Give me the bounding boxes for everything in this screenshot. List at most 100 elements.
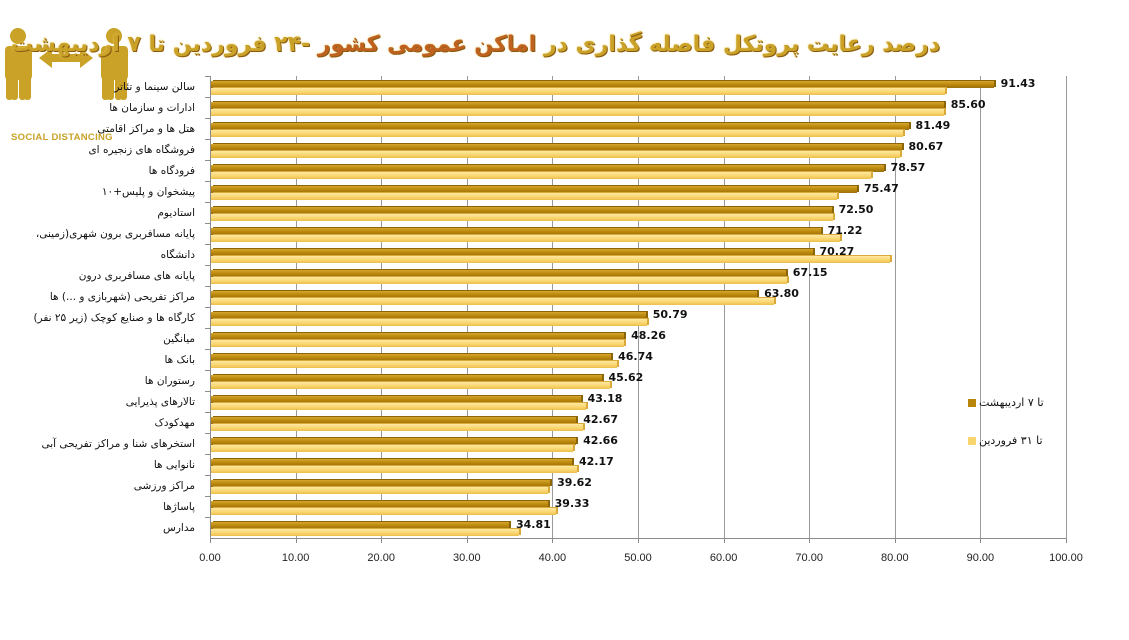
title-part-2: اماکن عمومی کشور [310, 32, 544, 57]
x-tick [295, 538, 297, 543]
data-label: 48.26 [631, 329, 666, 342]
bar-ordibehesht [211, 144, 902, 151]
gridline [381, 76, 383, 538]
bar-ordibehesht [211, 459, 572, 466]
y-tick [205, 97, 210, 98]
data-label: 72.50 [838, 203, 874, 216]
bar-farvardin [211, 529, 520, 536]
y-tick [205, 475, 210, 476]
gridline [980, 76, 982, 538]
gridline [1066, 76, 1067, 538]
bar-ordibehesht [211, 228, 821, 235]
bar-farvardin [211, 109, 944, 116]
gridline [723, 76, 725, 538]
y-tick [205, 202, 210, 203]
bar-farvardin [211, 277, 788, 284]
bar-ordibehesht [211, 123, 909, 130]
data-label: 45.62 [608, 371, 644, 384]
social-distancing-logo: SOCIAL DISTANCING [0, 24, 150, 143]
y-axis [210, 76, 211, 538]
bar-farvardin [211, 445, 574, 452]
bar-ordibehesht [211, 354, 612, 361]
bar-farvardin [211, 151, 901, 158]
category-label: پایانه های مسافربری درون [78, 270, 195, 282]
gridline [552, 76, 554, 538]
legend-item-farvardin: تا ۳۱ فروردین [968, 434, 1043, 447]
x-tick [381, 538, 383, 543]
bar-farvardin [211, 214, 834, 221]
bar-farvardin [211, 487, 549, 494]
y-tick [205, 307, 210, 308]
y-tick [205, 160, 210, 161]
legend-swatch-light [968, 436, 976, 445]
y-tick [205, 496, 210, 497]
bar-ordibehesht [211, 165, 884, 172]
x-tick-label: 50.00 [624, 552, 652, 564]
bar-ordibehesht [211, 312, 646, 319]
data-label: 42.66 [583, 434, 618, 447]
bar-ordibehesht [211, 186, 858, 193]
data-label: 43.18 [587, 392, 623, 405]
x-tick-label: 10.00 [281, 552, 310, 564]
title-part-1: درصد رعایت پروتکل فاصله گذاری در [543, 32, 940, 57]
bar-farvardin [211, 298, 775, 305]
x-tick [894, 538, 896, 543]
category-label: مراکز ورزشی [133, 480, 195, 492]
data-label: 91.43 [1000, 77, 1036, 90]
bar-ordibehesht [211, 81, 994, 88]
bar-ordibehesht [211, 438, 577, 445]
category-label: نانوایی ها [153, 459, 195, 471]
x-tick [809, 538, 811, 543]
x-tick-label: 60.00 [709, 552, 738, 564]
category-label: مهدکودک [154, 417, 195, 429]
data-label: 34.81 [515, 518, 551, 531]
y-tick [205, 349, 210, 350]
y-tick [205, 139, 210, 140]
social-distancing-icon [5, 28, 128, 100]
category-label: استادیوم [157, 207, 195, 219]
data-label: 50.79 [652, 308, 688, 321]
y-tick [205, 244, 210, 245]
x-tick-label: 90.00 [966, 552, 995, 564]
y-tick [205, 370, 210, 371]
logo-text: SOCIAL DISTANCING [11, 132, 113, 143]
y-tick [205, 223, 210, 224]
x-tick-label: 80.00 [881, 552, 909, 564]
x-tick-label: 70.00 [795, 552, 823, 564]
gridline [638, 76, 639, 538]
x-tick [210, 538, 211, 543]
data-label: 85.60 [950, 98, 986, 111]
bar-farvardin [211, 361, 617, 368]
bar-ordibehesht [211, 249, 813, 256]
bar-ordibehesht [211, 207, 832, 214]
bar-farvardin [211, 466, 578, 473]
category-label: رستوران ها [144, 375, 195, 387]
x-axis [210, 538, 1066, 539]
category-label: میانگین [163, 333, 195, 345]
data-label: 78.57 [890, 161, 926, 174]
title-part-3: -۲۴ فروردین تا ۷ اردیبهشت [10, 32, 311, 57]
y-tick [205, 391, 210, 392]
data-label: 80.67 [908, 140, 944, 153]
gridline [466, 76, 468, 538]
x-tick-label: 20.00 [367, 552, 395, 564]
x-tick [466, 538, 468, 543]
data-label: 75.47 [864, 182, 899, 195]
y-tick [205, 412, 210, 413]
y-tick [205, 517, 210, 518]
x-tick [723, 538, 725, 543]
bar-farvardin [211, 424, 584, 431]
x-tick [1066, 538, 1067, 543]
category-label: پایانه مسافربری برون شهری(زمینی، [35, 228, 195, 240]
gridline [894, 76, 896, 538]
bar-ordibehesht [211, 375, 602, 382]
y-tick [205, 286, 210, 287]
category-label: پاساژها [163, 501, 195, 513]
plot-area: 91.43 85.60 81.49 80.67 78.57 75.47 72.50 71.22… [205, 76, 1067, 543]
y-tick [205, 328, 210, 329]
bar-farvardin [211, 88, 946, 95]
y-tick [205, 265, 210, 266]
bar-ordibehesht [211, 102, 944, 109]
gridline [809, 76, 811, 538]
legend-label-ordibehesht: تا ۷ اردیبهشت [979, 396, 1044, 409]
